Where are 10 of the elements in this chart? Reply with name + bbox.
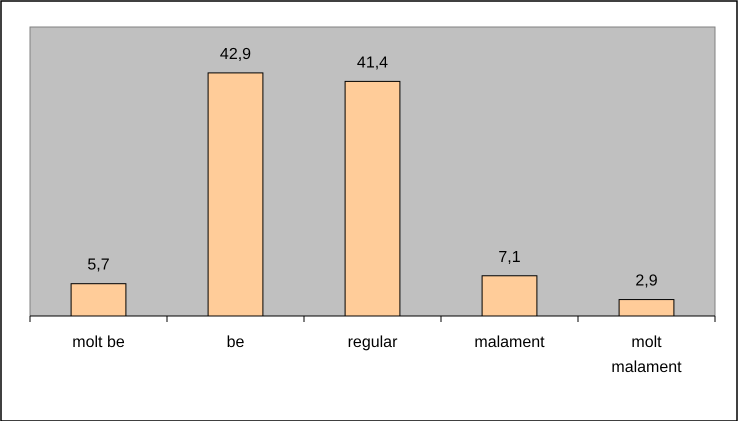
x-tick-label: be bbox=[226, 334, 244, 351]
data-label: 41,4 bbox=[356, 54, 388, 72]
x-tick-label: regular bbox=[348, 334, 398, 351]
data-label: 5,7 bbox=[87, 256, 110, 274]
x-tick-label: molt be bbox=[72, 334, 125, 351]
x-tick-label: malament bbox=[474, 334, 546, 351]
x-tick-label: molt malament bbox=[611, 334, 682, 376]
data-label: 7,1 bbox=[498, 248, 521, 266]
data-label: 42,9 bbox=[220, 46, 252, 63]
data-label: 2,9 bbox=[635, 272, 658, 290]
